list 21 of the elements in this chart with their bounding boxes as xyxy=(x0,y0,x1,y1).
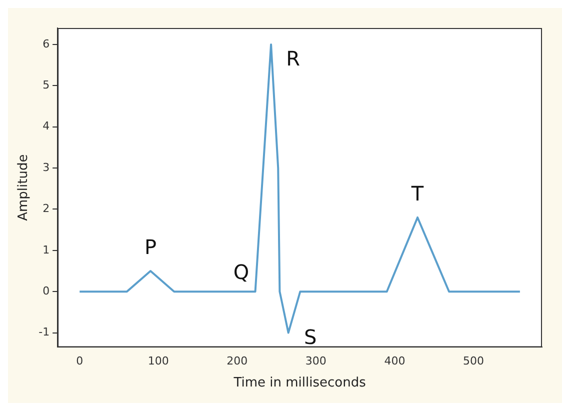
annotation: S xyxy=(304,324,317,349)
y-tick-label: -1 xyxy=(38,326,50,339)
y-tick-label: 0 xyxy=(42,284,50,298)
y-tick-label: 5 xyxy=(42,78,50,92)
x-tick-label: 0 xyxy=(76,354,84,368)
annotation: Q xyxy=(233,260,250,284)
y-tick-label: 6 xyxy=(42,37,50,50)
annotation: R xyxy=(286,46,300,71)
y-tick-label: 2 xyxy=(42,202,50,216)
annotation: T xyxy=(410,182,424,206)
y-axis-title: Amplitude xyxy=(16,154,32,221)
x-tick-label: 400 xyxy=(384,354,406,368)
x-axis-title: Time in milliseconds xyxy=(232,376,366,391)
y-tick-label: 4 xyxy=(42,120,50,133)
y-tick-label: 3 xyxy=(42,160,50,174)
x-tick-label: 300 xyxy=(305,354,326,368)
x-tick-label: 100 xyxy=(148,354,169,368)
annotation: P xyxy=(144,235,157,260)
y-tick-label: 1 xyxy=(42,243,50,256)
x-tick-label: 200 xyxy=(226,354,248,368)
x-tick-label: 500 xyxy=(462,354,484,368)
